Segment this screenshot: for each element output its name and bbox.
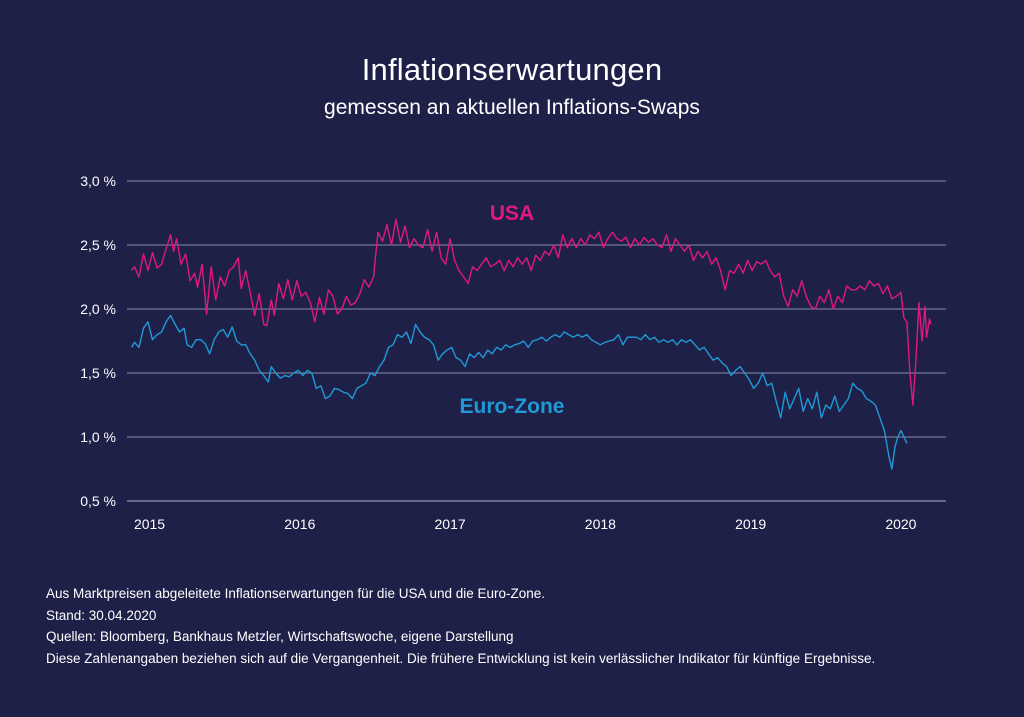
x-axis: 2015 2016 2017 2018 2019 2020 [134, 516, 917, 532]
y-axis: 3,0 % 2,5 % 2,0 % 1,5 % 1,0 % 0,5 % [80, 173, 116, 509]
series-line-usa [130, 218, 932, 406]
footer-line-description: Aus Marktpreisen abgeleitete Inflationse… [46, 586, 546, 601]
x-tick-label: 2015 [134, 516, 165, 532]
x-tick-label: 2019 [735, 516, 766, 532]
y-tick-label: 2,5 % [80, 237, 116, 253]
series-label-usa: USA [490, 202, 534, 225]
y-tick-label: 2,0 % [80, 301, 116, 317]
x-tick-label: 2016 [284, 516, 315, 532]
y-tick-label: 0,5 % [80, 493, 116, 509]
x-tick-label: 2020 [885, 516, 916, 532]
x-tick-label: 2018 [585, 516, 616, 532]
chart-title: Inflationserwartungen [361, 52, 663, 87]
series-labels: USA Euro-Zone [460, 202, 565, 418]
grid-lines [127, 180, 946, 502]
footer-line-date: Stand: 30.04.2020 [46, 607, 157, 623]
y-tick-label: 1,0 % [80, 429, 116, 445]
y-tick-label: 3,0 % [80, 173, 116, 189]
footer-line-disclaimer: Diese Zahlenangaben beziehen sich auf di… [46, 650, 876, 666]
footer-line-sources: Quellen: Bloomberg, Bankhaus Metzler, Wi… [46, 629, 514, 644]
y-tick-label: 1,5 % [80, 365, 116, 381]
footer-notes: Aus Marktpreisen abgeleitete Inflationse… [46, 583, 1006, 669]
chart-subtitle: gemessen an aktuellen Inflations-Swaps [324, 96, 700, 119]
series-label-euro-zone: Euro-Zone [460, 395, 565, 418]
series-line-euro-zone [130, 314, 908, 470]
series-lines [130, 218, 932, 470]
x-tick-label: 2017 [435, 516, 466, 532]
